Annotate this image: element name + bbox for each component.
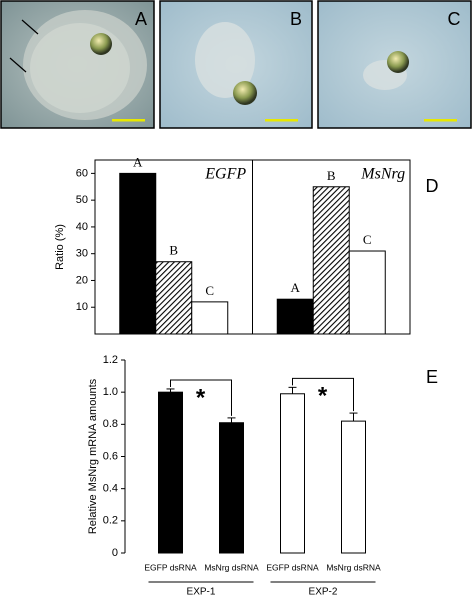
bar (119, 172, 157, 335)
bar-label: B (169, 243, 178, 258)
y-tick-label: 50 (76, 194, 88, 206)
panel-label: A (135, 9, 147, 29)
bar (312, 186, 350, 335)
bar (276, 298, 314, 335)
bar (348, 250, 386, 335)
y-tick-label: 0.8 (103, 418, 118, 430)
group-label: MsNrg (360, 166, 405, 183)
bar-label: C (205, 283, 214, 298)
x-tick-label: EGFP dsRNA (266, 562, 319, 572)
y-tick-label: 0.4 (103, 483, 118, 495)
image-b: B (159, 0, 313, 129)
bar (219, 422, 244, 554)
significance-bracket (170, 379, 232, 416)
y-tick-label: 40 (76, 221, 88, 233)
y-tick-label: 0.6 (103, 450, 118, 462)
bar (341, 420, 366, 554)
y-tick-label: 20 (76, 274, 88, 286)
bar-label: B (327, 168, 336, 183)
x-tick-label: EGFP dsRNA (144, 562, 197, 572)
y-tick-label: 1.0 (103, 386, 118, 398)
y-tick-label: 0 (112, 547, 118, 559)
y-tick-label: 0.2 (103, 515, 118, 527)
bar (191, 301, 229, 335)
significance-mark: * (318, 383, 328, 410)
y-tick-label: 30 (76, 248, 88, 260)
group-label: EXP-1 (187, 587, 216, 598)
bar (280, 393, 305, 554)
bar (158, 391, 183, 554)
x-tick-label: MsNrg dsRNA (204, 562, 259, 572)
panel-label: E (426, 367, 438, 387)
y-tick-label: 10 (76, 301, 88, 313)
panel-label: D (426, 176, 439, 196)
significance-mark: * (196, 384, 206, 411)
significance-bracket (292, 377, 354, 412)
group-label: EXP-2 (309, 587, 338, 598)
y-axis-label: Relative MsNrg mRNA amounts (87, 378, 99, 534)
y-axis-label: Ratio (%) (54, 224, 66, 270)
group-label: EGFP (204, 166, 246, 183)
x-tick-label: MsNrg dsRNA (326, 562, 381, 572)
bar-label: C (363, 232, 372, 247)
image-a: A (0, 0, 155, 129)
panel-label: B (290, 9, 302, 29)
y-tick-label: 60 (76, 167, 88, 179)
y-tick-label: 1.2 (103, 354, 118, 366)
bar-label: A (291, 280, 301, 295)
bar-label: A (133, 154, 143, 169)
image-c: C (317, 0, 472, 129)
panel-label: C (448, 9, 461, 29)
bar (155, 261, 193, 335)
